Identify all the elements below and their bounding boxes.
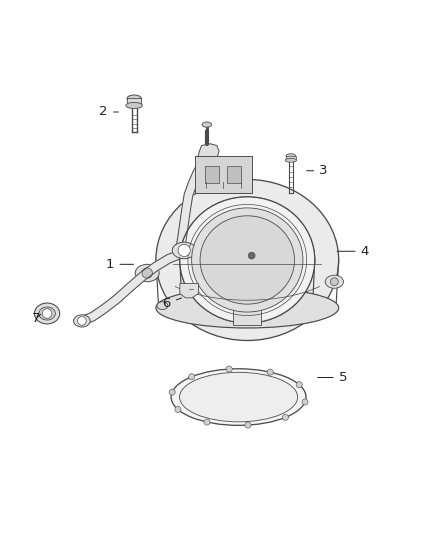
Ellipse shape — [39, 307, 55, 320]
Ellipse shape — [200, 216, 294, 304]
Ellipse shape — [192, 208, 303, 312]
Circle shape — [175, 407, 181, 413]
Ellipse shape — [156, 288, 339, 328]
Circle shape — [42, 309, 52, 318]
Circle shape — [169, 389, 175, 395]
FancyBboxPatch shape — [167, 162, 323, 345]
Ellipse shape — [202, 122, 212, 127]
Text: 5: 5 — [318, 371, 347, 384]
Text: 4: 4 — [337, 245, 369, 258]
Text: 3: 3 — [307, 164, 328, 177]
Text: 6: 6 — [162, 297, 182, 310]
Polygon shape — [180, 284, 198, 298]
Ellipse shape — [180, 197, 315, 323]
Ellipse shape — [156, 180, 339, 341]
Ellipse shape — [35, 303, 60, 324]
Circle shape — [296, 382, 302, 387]
Polygon shape — [176, 157, 209, 252]
Ellipse shape — [285, 158, 297, 162]
Polygon shape — [80, 247, 192, 325]
Circle shape — [245, 422, 251, 428]
Ellipse shape — [157, 302, 168, 310]
Circle shape — [204, 419, 210, 425]
Circle shape — [78, 317, 86, 325]
Circle shape — [330, 278, 338, 286]
Polygon shape — [197, 144, 219, 160]
FancyBboxPatch shape — [205, 166, 219, 182]
FancyBboxPatch shape — [195, 156, 252, 192]
Text: 2: 2 — [99, 106, 118, 118]
Ellipse shape — [180, 286, 315, 321]
Ellipse shape — [180, 373, 297, 422]
FancyBboxPatch shape — [286, 156, 296, 160]
Circle shape — [267, 369, 273, 375]
Text: 7: 7 — [32, 312, 41, 325]
Circle shape — [178, 244, 190, 256]
Ellipse shape — [325, 275, 343, 288]
Ellipse shape — [74, 315, 90, 327]
Circle shape — [283, 414, 289, 421]
Ellipse shape — [135, 264, 159, 282]
Circle shape — [142, 268, 152, 278]
Ellipse shape — [286, 154, 296, 158]
Circle shape — [226, 366, 232, 372]
Ellipse shape — [127, 95, 141, 102]
Circle shape — [189, 374, 195, 380]
Ellipse shape — [172, 242, 196, 259]
Circle shape — [302, 399, 308, 405]
Ellipse shape — [180, 197, 315, 323]
FancyBboxPatch shape — [233, 308, 261, 325]
Circle shape — [248, 252, 255, 259]
Text: 1: 1 — [106, 258, 134, 271]
FancyBboxPatch shape — [227, 166, 241, 182]
Ellipse shape — [126, 102, 142, 109]
FancyBboxPatch shape — [127, 98, 141, 106]
Ellipse shape — [171, 369, 306, 425]
